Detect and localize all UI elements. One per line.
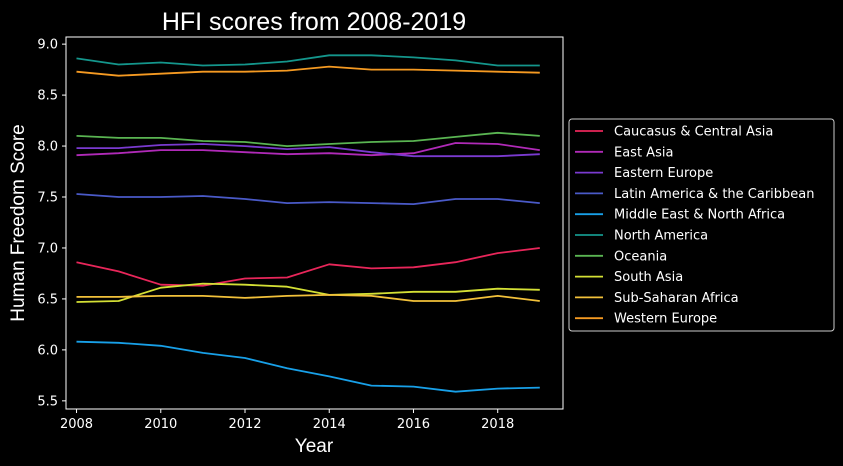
series-line-5 [76,54,540,67]
y-tick-label-1: 6.0 [37,343,58,358]
legend-entry-8: Sub-Saharan Africa [614,291,739,306]
x-tick-label-2: 2012 [228,417,261,432]
series-line-9 [76,65,540,77]
legend-entry-4: Middle East & North Africa [614,208,785,223]
y-tick-label-2: 6.5 [37,292,58,307]
x-axis-ticks: 2008 2010 2012 2014 2016 2018 [60,409,514,432]
y-tick-label-4: 7.5 [37,191,58,206]
series-line-7 [76,282,540,303]
series-line-8 [76,293,540,302]
legend: Caucasus & Central Asia East Asia Eastern … [568,118,835,332]
y-tick-label-3: 7.0 [37,241,58,256]
x-axis-label: Year [295,436,334,457]
x-tick-label-1: 2010 [144,417,177,432]
plot-area-frame [65,36,564,410]
series-line-1 [76,142,540,157]
y-tick-label-6: 8.5 [37,89,58,104]
x-tick-label-3: 2014 [313,417,346,432]
y-axis-label: Human Freedom Score [8,124,29,321]
legend-entry-7: South Asia [614,270,683,285]
legend-entry-0: Caucasus & Central Asia [614,125,773,140]
x-tick-label-4: 2016 [397,417,430,432]
series-line-4 [76,340,540,393]
y-tick-label-0: 5.5 [37,394,58,409]
legend-entry-6: Oceania [614,249,667,264]
series-line-2 [76,143,540,158]
x-tick-label-5: 2018 [481,417,514,432]
legend-entry-1: East Asia [614,145,673,160]
x-tick-label-0: 2008 [60,417,93,432]
series-line-0 [76,247,540,287]
legend-entry-9: Western Europe [614,312,717,327]
plot-lines [76,54,540,393]
legend-entry-3: Latin America & the Caribbean [614,187,815,202]
y-tick-label-7: 9.0 [37,38,58,53]
legend-entry-5: North America [614,229,708,244]
series-line-6 [76,131,540,148]
y-axis-ticks: 5.5 6.0 6.5 7.0 7.5 8.0 8.5 9.0 [37,38,66,409]
chart-title: HFI scores from 2008-2019 [162,8,466,36]
legend-frame [568,118,835,332]
series-line-3 [76,193,540,206]
y-tick-label-5: 8.0 [37,140,58,155]
legend-entry-2: Eastern Europe [614,166,713,181]
